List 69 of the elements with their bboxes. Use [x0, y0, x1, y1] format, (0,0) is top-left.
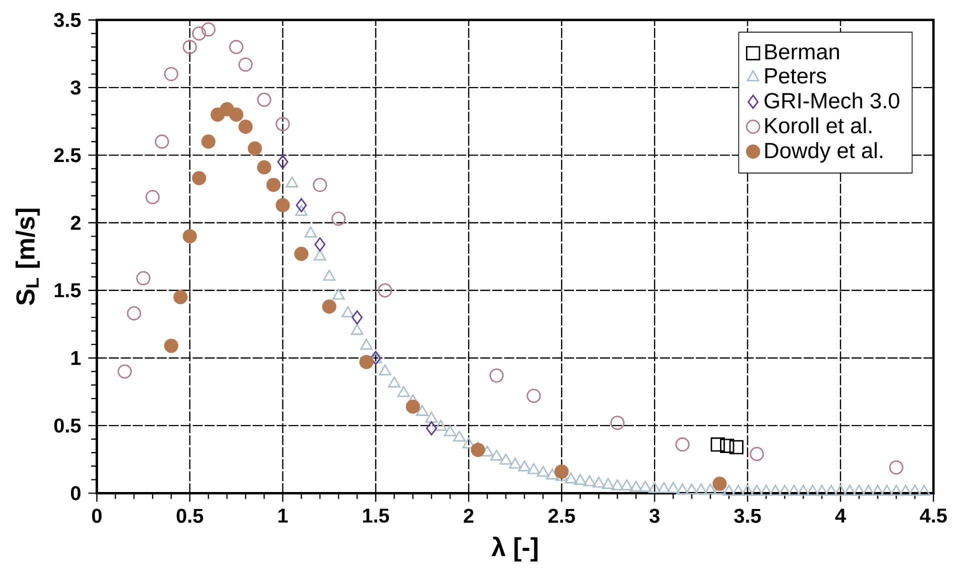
y-tick-label: 2.5	[54, 148, 81, 162]
point	[675, 437, 690, 452]
point	[173, 290, 188, 304]
point	[229, 108, 244, 122]
point	[164, 66, 178, 82]
y-tick-label: 0.5	[54, 418, 81, 433]
y-tick-label: 0	[70, 486, 80, 500]
point	[352, 310, 363, 324]
point	[526, 388, 541, 403]
point	[154, 134, 169, 149]
y-axis-title: S$_{L}$ [m/s]	[16, 208, 40, 306]
point	[257, 160, 272, 174]
x-tick-label: 1	[278, 508, 288, 522]
x-axis-title: λ [-]	[491, 536, 538, 562]
point	[489, 368, 504, 383]
legend-label: Peters	[765, 68, 826, 84]
y-tick-label: 3	[70, 80, 81, 95]
point	[889, 460, 904, 475]
point	[610, 416, 624, 430]
x-tick-label: 3	[650, 508, 660, 523]
point	[146, 190, 160, 204]
point	[126, 306, 142, 320]
point	[710, 437, 725, 452]
point	[182, 229, 197, 244]
point	[248, 141, 262, 156]
point	[238, 120, 253, 134]
point	[294, 246, 308, 261]
point	[331, 212, 346, 226]
y-tick-label: 3.5	[54, 12, 81, 28]
y-tick-label: 2	[70, 216, 80, 230]
point	[201, 22, 216, 36]
point	[201, 134, 216, 149]
point	[136, 271, 150, 286]
point	[729, 440, 744, 454]
point	[276, 116, 290, 132]
y-tick-label: 1.5	[54, 283, 81, 298]
legend-label: Dowdy et al.	[765, 142, 882, 163]
point	[182, 40, 197, 54]
point	[229, 40, 244, 54]
point	[378, 283, 392, 298]
point	[312, 178, 328, 192]
legend-label: Berman	[765, 44, 839, 60]
point	[470, 442, 486, 457]
point	[750, 446, 764, 462]
point	[720, 438, 734, 453]
point	[266, 178, 281, 192]
point	[257, 92, 272, 107]
x-tick-label: 1.5	[363, 508, 390, 523]
point	[314, 237, 326, 252]
x-tick-label: 2	[464, 508, 474, 523]
x-tick-label: 0.5	[176, 508, 204, 523]
x-tick-label: 4.5	[920, 508, 947, 523]
point	[426, 421, 437, 436]
point	[277, 154, 288, 170]
x-tick-label: 4	[835, 508, 846, 522]
point	[238, 57, 253, 72]
point	[276, 198, 290, 212]
point	[192, 171, 206, 186]
point	[164, 338, 178, 353]
legend-label: GRI-Mech 3.0	[764, 92, 900, 108]
legend-label: Koroll et al.	[765, 117, 872, 134]
x-tick-label: 3.5	[734, 508, 761, 523]
point	[322, 300, 336, 314]
y-tick-label: 1	[71, 351, 81, 365]
point	[192, 26, 206, 41]
point	[118, 364, 132, 379]
point	[359, 354, 374, 370]
x-tick-label: 2.5	[548, 508, 575, 523]
x-tick-label: 0	[92, 508, 102, 523]
